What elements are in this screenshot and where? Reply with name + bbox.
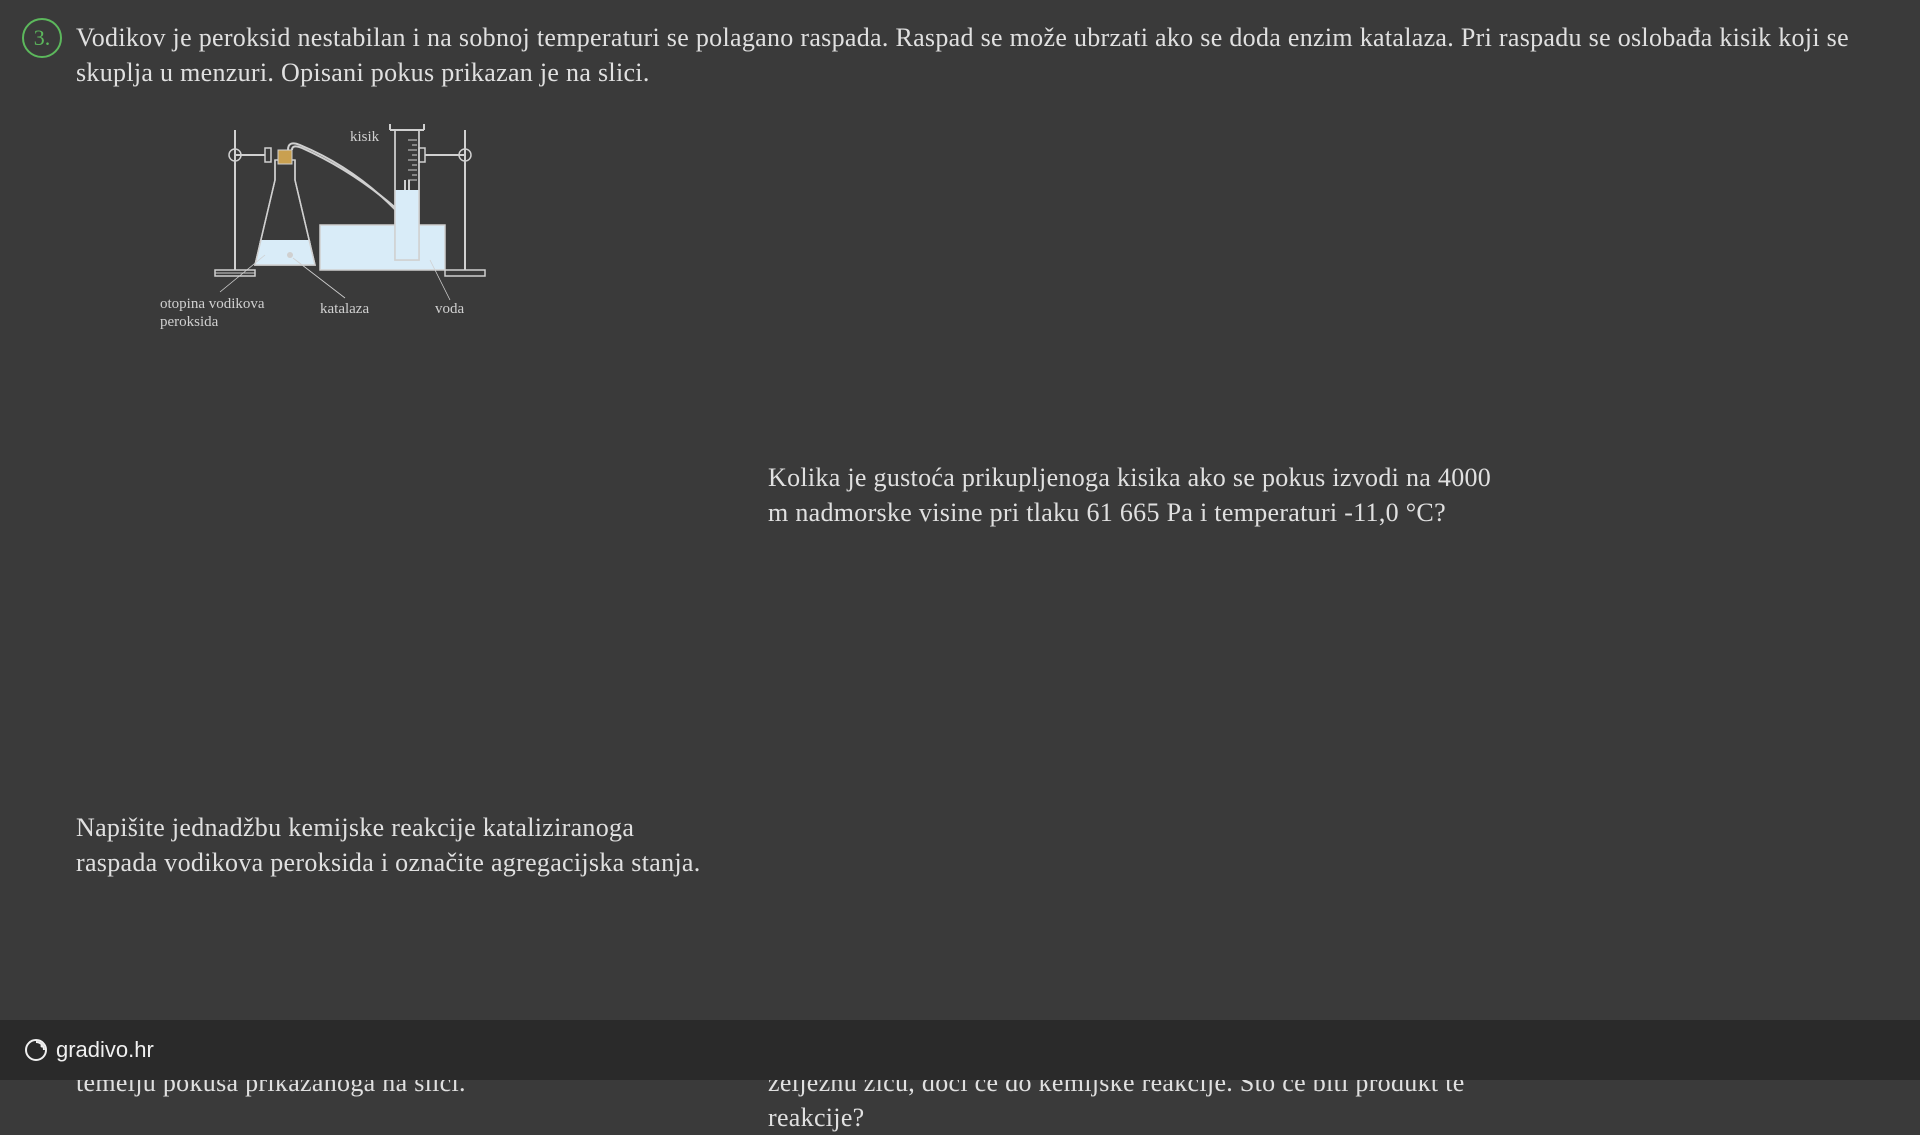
- diagram-label-otopina: otopina vodikova peroksida: [160, 295, 280, 331]
- sub-question-a: Napišite jednadžbu kemijske reakcije kat…: [76, 810, 716, 880]
- diagram-label-katalaza: katalaza: [320, 300, 369, 318]
- content-area: 3. Vodikov je peroksid nestabilan i na s…: [0, 0, 1920, 340]
- gradivo-logo-icon: [24, 1038, 48, 1062]
- footer-bar: gradivo.hr: [0, 1020, 1920, 1080]
- question-number-text: 3.: [34, 25, 51, 51]
- diagram-label-voda: voda: [435, 300, 464, 318]
- sub-question-b: Kolika je gustoća prikupljenoga kisika a…: [768, 460, 1498, 530]
- footer-brand-text: gradivo.hr: [56, 1037, 154, 1063]
- question-number-badge: 3.: [22, 18, 62, 58]
- diagram-label-kisik: kisik: [350, 128, 379, 146]
- footer-logo: gradivo.hr: [24, 1037, 154, 1063]
- question-intro: Vodikov je peroksid nestabilan i na sobn…: [76, 20, 1860, 90]
- diagram-svg: [160, 120, 560, 320]
- experiment-diagram: kisik otopina vodikova peroksida katalaz…: [160, 120, 560, 340]
